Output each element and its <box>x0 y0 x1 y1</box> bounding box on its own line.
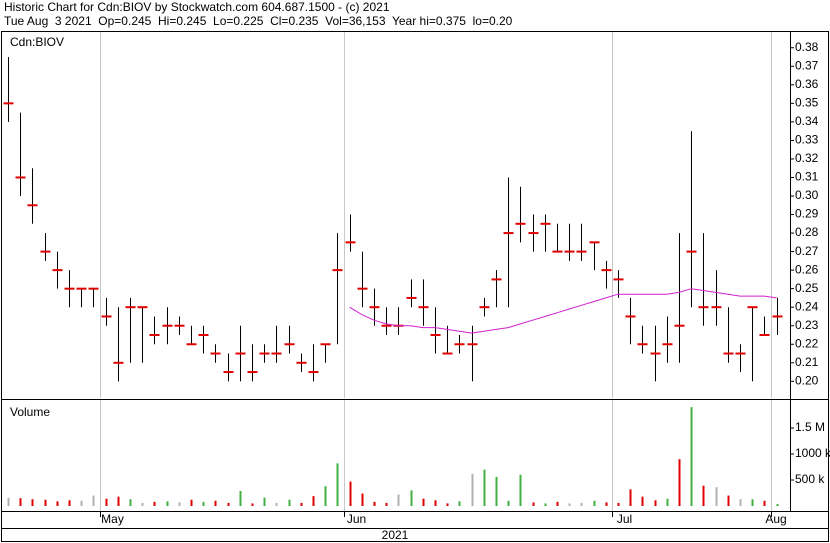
volume-bar <box>117 496 120 506</box>
x-tick-label: May <box>101 512 124 526</box>
y-tick-label: 0.27 <box>795 244 819 258</box>
volume-bar <box>629 489 632 506</box>
x-tick-label: Aug <box>765 512 786 526</box>
volume-bar <box>519 474 522 506</box>
y-tick-label: 0.30 <box>795 188 819 202</box>
volume-bar <box>458 501 461 506</box>
volume-bar <box>19 498 22 506</box>
y-tick-label: 0.25 <box>795 281 819 295</box>
x-axis-label: 2021 <box>382 528 409 542</box>
volume-bar <box>227 502 230 506</box>
y-tick-label: 0.36 <box>795 77 819 91</box>
volume-bar <box>556 501 559 506</box>
chart-subtitle: Tue Aug 3 2021 Op=0.245 Hi=0.245 Lo=0.22… <box>4 14 513 28</box>
volume-bar <box>422 498 425 506</box>
volume-bar <box>605 502 608 506</box>
volume-bar <box>300 502 303 506</box>
y-tick-label: 0.20 <box>795 373 819 387</box>
volume-bar <box>190 499 193 506</box>
volume-bar <box>275 502 278 506</box>
outer-frame <box>1 31 829 542</box>
volume-bar <box>92 495 95 506</box>
volume-bar <box>251 503 254 506</box>
volume-bar <box>239 490 242 506</box>
volume-bar <box>617 502 620 506</box>
y-tick-label: 0.32 <box>795 151 819 165</box>
volume-bar <box>654 500 657 506</box>
y-tick-label: 0.26 <box>795 262 819 276</box>
volume-bar <box>56 501 59 506</box>
volume-bar <box>7 497 10 506</box>
volume-bar <box>410 490 413 506</box>
y-tick-label: 0.31 <box>795 170 819 184</box>
volume-bar <box>532 502 535 506</box>
y-tick-label: 0.22 <box>795 336 819 350</box>
y-tick-label: 0.35 <box>795 96 819 110</box>
volume-tick-label: 1000 k <box>795 446 830 460</box>
volume-bar <box>349 481 352 506</box>
volume-bar <box>544 503 547 506</box>
moving-average-line <box>349 288 777 334</box>
volume-bar <box>288 499 291 506</box>
x-tick-label: Jun <box>347 512 366 526</box>
volume-bar <box>68 500 71 506</box>
volume-bar <box>324 486 327 506</box>
volume-bar <box>434 500 437 506</box>
volume-bar <box>129 499 132 506</box>
volume-bar <box>397 494 400 506</box>
y-tick-label: 0.34 <box>795 114 819 128</box>
volume-bar <box>507 500 510 506</box>
y-tick-label: 0.23 <box>795 318 819 332</box>
volume-bar <box>678 459 681 506</box>
volume-bar <box>593 500 596 506</box>
volume-bar <box>495 476 498 506</box>
volume-bar <box>666 498 669 506</box>
volume-bar <box>373 501 376 506</box>
y-tick-label: 0.37 <box>795 58 819 72</box>
volume-bar <box>446 503 449 506</box>
volume-bar <box>690 407 693 506</box>
volume-bar <box>202 501 205 506</box>
volume-bar <box>763 500 766 506</box>
volume-bar <box>739 499 742 506</box>
volume-bar <box>44 499 47 506</box>
volume-bar <box>580 502 583 506</box>
y-tick-label: 0.33 <box>795 133 819 147</box>
volume-bar <box>715 487 718 506</box>
volume-bar <box>336 463 339 506</box>
volume-bar <box>312 496 315 506</box>
volume-bar <box>751 499 754 506</box>
volume-bar <box>214 500 217 506</box>
volume-bar <box>361 493 364 506</box>
volume-bar <box>31 499 34 506</box>
y-tick-label: 0.21 <box>795 355 819 369</box>
volume-bar <box>166 501 169 506</box>
volume-bar <box>263 497 266 506</box>
volume-bar <box>80 500 83 506</box>
volume-bar <box>385 502 388 506</box>
volume-bar <box>568 503 571 506</box>
volume-bar <box>153 501 156 506</box>
y-tick-label: 0.24 <box>795 299 819 313</box>
chart-title: Historic Chart for Cdn:BIOV by Stockwatc… <box>4 0 390 14</box>
volume-tick-label: 1.5 M <box>795 420 825 434</box>
y-tick-label: 0.28 <box>795 225 819 239</box>
volume-bar <box>105 498 108 506</box>
volume-bar <box>141 502 144 506</box>
volume-bar <box>776 503 779 506</box>
volume-tick-label: 500 k <box>795 472 825 486</box>
volume-bar <box>483 469 486 506</box>
y-tick-label: 0.38 <box>795 40 819 54</box>
volume-label: Volume <box>10 405 50 419</box>
volume-bar <box>702 485 705 506</box>
x-tick-label: Jul <box>617 512 632 526</box>
volume-bar <box>471 473 474 506</box>
volume-bar <box>178 502 181 506</box>
symbol-label: Cdn:BIOV <box>10 35 64 49</box>
y-tick-label: 0.29 <box>795 207 819 221</box>
volume-bar <box>641 496 644 506</box>
volume-bar <box>727 495 730 506</box>
